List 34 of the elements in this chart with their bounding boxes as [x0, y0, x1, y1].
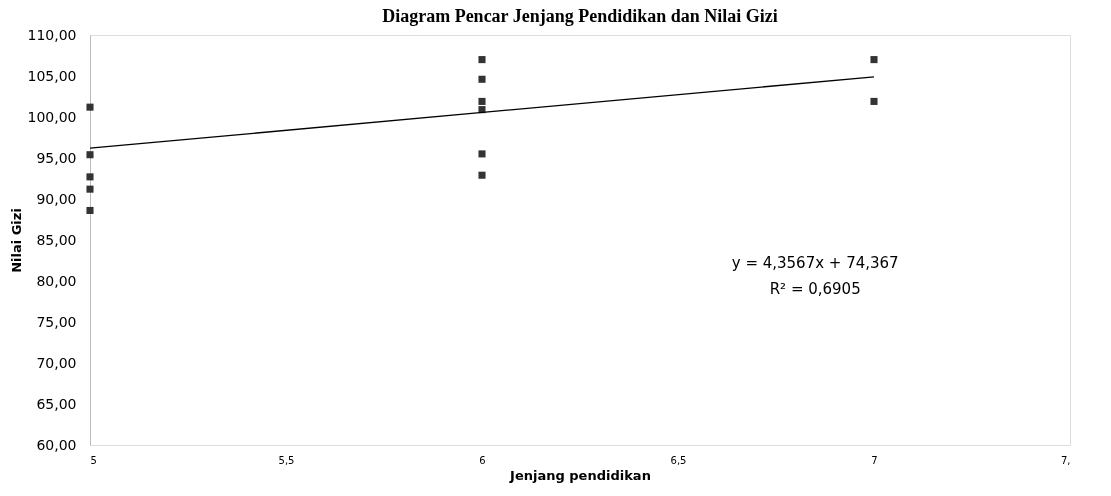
point [478, 150, 486, 158]
y-tick-label: 110,00 [27, 26, 77, 43]
x-tick-label: 6,5 [670, 454, 687, 466]
y-tick-label: 95,00 [36, 149, 77, 166]
y-tick-label: 100,00 [27, 108, 77, 125]
x-tick-label: 5 [90, 454, 97, 466]
point [870, 97, 878, 105]
point [86, 185, 94, 193]
point [86, 103, 94, 111]
chart-title: Diagram Pencar Jenjang Pendidikan dan Nilai Gizi [382, 6, 778, 26]
point [478, 56, 486, 64]
annotation: y = 4,3567x + 74,367 [731, 254, 899, 272]
point [86, 151, 94, 159]
x-tick-label: 7, [1060, 454, 1071, 466]
point [86, 206, 94, 215]
point [478, 97, 486, 105]
y-tick-label: 65,00 [36, 395, 77, 412]
point [86, 173, 94, 181]
y-tick-label: 80,00 [36, 272, 77, 289]
y-tick-label: 85,00 [36, 231, 77, 248]
y-tick-label: 60,00 [36, 436, 77, 453]
y-tick-label: 70,00 [36, 354, 77, 371]
x-tick-label: 7 [871, 454, 878, 466]
point [478, 171, 486, 179]
y-tick-label: 90,00 [36, 190, 77, 207]
y-tick-label: 75,00 [36, 313, 77, 330]
x-axis-title: Jenjang pendidikan [509, 467, 651, 483]
point [478, 75, 486, 83]
y-axis-title: Nilai Gizi [8, 208, 24, 273]
y-tick-label: 105,00 [27, 67, 77, 84]
point [870, 56, 878, 64]
x-tick-label: 6 [479, 454, 486, 466]
annotation: R² = 0,6905 [769, 280, 861, 298]
x-tick-label: 5,5 [278, 454, 295, 466]
